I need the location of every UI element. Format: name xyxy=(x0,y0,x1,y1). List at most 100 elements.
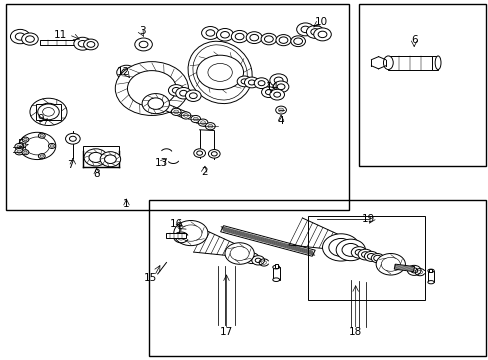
Circle shape xyxy=(135,38,152,51)
Text: 14: 14 xyxy=(265,82,279,92)
Circle shape xyxy=(196,55,243,90)
Circle shape xyxy=(269,74,287,87)
Circle shape xyxy=(38,154,45,159)
Ellipse shape xyxy=(434,56,440,69)
Circle shape xyxy=(261,33,276,45)
Circle shape xyxy=(244,77,259,88)
Circle shape xyxy=(306,26,324,39)
Circle shape xyxy=(117,65,136,80)
Bar xyxy=(431,56,437,69)
Text: 9: 9 xyxy=(37,114,44,124)
Circle shape xyxy=(10,30,30,44)
Polygon shape xyxy=(220,226,315,256)
Circle shape xyxy=(290,36,305,46)
Circle shape xyxy=(129,80,143,90)
Circle shape xyxy=(237,76,251,87)
Bar xyxy=(149,200,485,356)
Circle shape xyxy=(275,35,290,46)
Circle shape xyxy=(115,62,188,116)
Ellipse shape xyxy=(188,41,252,104)
Circle shape xyxy=(171,108,181,116)
Ellipse shape xyxy=(272,278,279,282)
Circle shape xyxy=(100,152,121,167)
Circle shape xyxy=(275,106,286,114)
Circle shape xyxy=(350,247,366,258)
Text: 4: 4 xyxy=(277,116,284,126)
Circle shape xyxy=(22,150,29,155)
Text: 3: 3 xyxy=(139,26,145,36)
Ellipse shape xyxy=(427,280,433,284)
Circle shape xyxy=(122,72,140,85)
Polygon shape xyxy=(151,99,186,118)
Text: 17: 17 xyxy=(220,327,233,337)
Circle shape xyxy=(22,137,29,142)
Bar xyxy=(427,271,433,282)
Circle shape xyxy=(269,89,284,100)
Circle shape xyxy=(251,256,264,265)
Circle shape xyxy=(15,148,23,155)
Circle shape xyxy=(364,251,377,261)
Bar xyxy=(272,267,279,280)
Text: 18: 18 xyxy=(348,327,362,337)
Circle shape xyxy=(407,265,420,275)
Circle shape xyxy=(231,31,247,42)
Polygon shape xyxy=(393,264,414,271)
Polygon shape xyxy=(40,40,83,45)
Circle shape xyxy=(181,112,190,119)
Circle shape xyxy=(65,134,80,144)
Circle shape xyxy=(175,87,191,99)
Circle shape xyxy=(335,239,365,261)
Circle shape xyxy=(313,28,330,41)
Text: 2: 2 xyxy=(201,167,207,177)
Circle shape xyxy=(19,132,56,159)
Circle shape xyxy=(244,253,259,264)
Text: 10: 10 xyxy=(314,17,327,27)
Circle shape xyxy=(193,149,205,157)
Circle shape xyxy=(38,104,59,120)
Bar xyxy=(274,264,277,268)
Circle shape xyxy=(370,253,383,263)
Circle shape xyxy=(208,149,220,158)
Text: 11: 11 xyxy=(54,30,67,40)
Polygon shape xyxy=(166,233,185,238)
Circle shape xyxy=(322,234,359,261)
Circle shape xyxy=(21,33,38,45)
Circle shape xyxy=(216,28,233,41)
Bar xyxy=(5,4,348,211)
Text: 1: 1 xyxy=(123,199,129,210)
Circle shape xyxy=(375,253,405,275)
Circle shape xyxy=(224,243,254,264)
Text: 19: 19 xyxy=(362,215,375,224)
Circle shape xyxy=(190,116,200,123)
Circle shape xyxy=(245,32,262,44)
Ellipse shape xyxy=(272,265,279,269)
Ellipse shape xyxy=(383,56,392,69)
Bar xyxy=(36,104,61,120)
Bar xyxy=(358,4,485,166)
Bar xyxy=(387,56,431,69)
Circle shape xyxy=(205,123,215,130)
Text: 13: 13 xyxy=(155,158,168,168)
Circle shape xyxy=(30,98,67,126)
Text: 12: 12 xyxy=(117,67,130,77)
Text: 8: 8 xyxy=(93,168,100,179)
Circle shape xyxy=(254,78,268,89)
Circle shape xyxy=(38,133,45,138)
Circle shape xyxy=(74,37,91,50)
Circle shape xyxy=(15,143,23,150)
Bar xyxy=(307,216,424,300)
Circle shape xyxy=(296,23,314,36)
Circle shape xyxy=(168,85,183,96)
Circle shape xyxy=(357,249,372,260)
Circle shape xyxy=(198,119,207,126)
Circle shape xyxy=(273,81,288,93)
Text: 15: 15 xyxy=(144,273,157,283)
Text: 16: 16 xyxy=(169,219,183,229)
Bar xyxy=(428,269,431,272)
Text: 6: 6 xyxy=(410,35,417,45)
Bar xyxy=(82,146,119,167)
Ellipse shape xyxy=(427,269,433,273)
Circle shape xyxy=(142,94,169,114)
Circle shape xyxy=(84,149,107,166)
Circle shape xyxy=(185,90,201,102)
